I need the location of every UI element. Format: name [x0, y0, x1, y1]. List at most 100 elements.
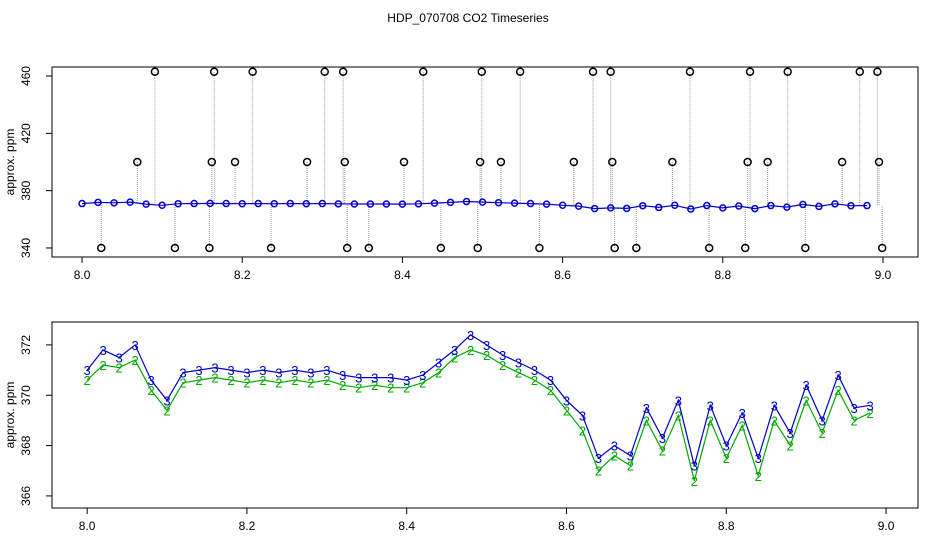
point-marker: 2	[643, 413, 650, 428]
point	[170, 243, 180, 253]
point	[494, 198, 503, 207]
point	[610, 243, 619, 253]
point	[670, 201, 679, 210]
point-marker: 2	[803, 393, 810, 408]
point	[436, 243, 446, 253]
point-marker: 2	[147, 383, 154, 398]
point	[150, 67, 160, 76]
point-marker: 2	[547, 383, 554, 398]
point-marker: 3	[275, 366, 282, 381]
point-marker: 3	[179, 366, 186, 381]
point	[206, 199, 214, 208]
point	[207, 157, 217, 167]
point	[799, 200, 807, 209]
point-marker: 2	[563, 403, 570, 418]
point-marker: 2	[323, 373, 330, 388]
point-marker: 2	[627, 459, 634, 474]
point-marker: 3	[243, 366, 250, 381]
point-marker: 3	[403, 373, 410, 388]
point	[238, 199, 246, 208]
point	[222, 199, 230, 208]
point	[318, 199, 327, 208]
point-marker: 3	[563, 393, 570, 408]
point-marker: 3	[866, 398, 873, 413]
point-marker: 3	[611, 439, 618, 454]
point-marker: 2	[291, 373, 298, 388]
point-marker: 2	[467, 343, 474, 358]
point	[558, 201, 567, 210]
point	[496, 157, 506, 167]
point-marker: 3	[627, 449, 634, 464]
point-marker: 2	[179, 376, 186, 391]
point	[334, 200, 343, 208]
point-marker: 2	[339, 378, 346, 393]
point	[230, 157, 240, 167]
point	[801, 243, 810, 253]
point-marker: 3	[419, 368, 426, 383]
point	[97, 243, 106, 253]
point	[286, 199, 295, 208]
point	[270, 199, 279, 208]
point	[254, 199, 262, 208]
point-marker: 3	[435, 356, 442, 371]
x-tick-label: 8.8	[714, 268, 731, 282]
x-tick-label: 8.4	[398, 519, 415, 533]
point-marker: 3	[467, 328, 474, 343]
point	[535, 243, 544, 253]
point-marker: 2	[195, 373, 202, 388]
x-tick-label: 8.8	[718, 519, 735, 533]
point-marker: 2	[515, 366, 522, 381]
point-marker: 2	[499, 358, 506, 373]
point	[174, 199, 182, 208]
point	[382, 200, 391, 208]
point	[735, 202, 743, 210]
point	[855, 67, 865, 76]
y-tick-label: 370	[19, 385, 33, 405]
point-marker: 2	[850, 413, 857, 428]
y-tick-label: 368	[19, 435, 33, 455]
point	[320, 67, 329, 76]
point-marker: 3	[355, 371, 362, 386]
point-marker: 3	[547, 373, 554, 388]
point-marker: 3	[691, 459, 698, 474]
point-marker: 2	[131, 353, 138, 368]
chart-title: HDP_070708 CO2 Timeseries	[387, 11, 548, 25]
point	[398, 200, 407, 208]
point	[478, 198, 487, 206]
point	[743, 157, 752, 167]
point-marker: 3	[515, 356, 522, 371]
x-tick-label: 8.0	[74, 268, 91, 282]
point-marker: 2	[819, 426, 826, 441]
point-marker: 3	[739, 406, 746, 421]
point	[473, 243, 482, 253]
point-marker: 3	[834, 368, 841, 383]
point-marker: 2	[771, 413, 778, 428]
point	[78, 199, 86, 208]
point	[877, 243, 887, 253]
point	[745, 67, 755, 76]
point	[542, 200, 551, 208]
y-tick-label: 380	[19, 180, 33, 200]
point-marker: 2	[531, 373, 538, 388]
x-tick-label: 8.6	[554, 268, 571, 282]
y-tick-label: 460	[19, 66, 33, 86]
point	[719, 204, 727, 212]
point-marker: 2	[834, 383, 841, 398]
point	[526, 199, 535, 208]
point	[340, 157, 350, 167]
point	[569, 157, 579, 167]
point	[588, 67, 598, 76]
point	[837, 157, 847, 167]
point	[366, 200, 375, 208]
point-marker: 3	[211, 361, 218, 376]
point	[477, 67, 486, 76]
point-marker: 3	[659, 431, 666, 446]
point-marker: 2	[387, 381, 394, 396]
point	[350, 200, 359, 208]
point	[751, 204, 759, 213]
point-marker: 2	[659, 444, 666, 459]
point	[783, 67, 792, 76]
point-marker: 3	[850, 401, 857, 416]
point	[873, 67, 882, 76]
